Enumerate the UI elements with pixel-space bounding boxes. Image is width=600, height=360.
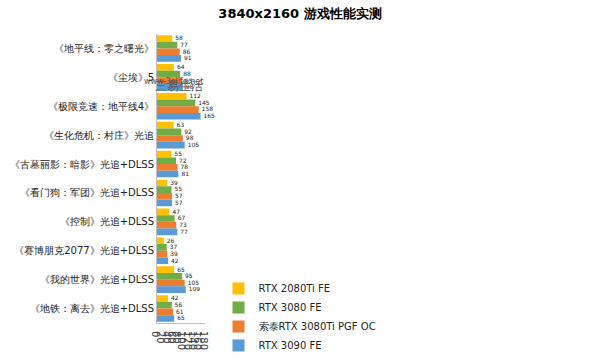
- svg-text:37: 37: [170, 244, 178, 250]
- svg-text:56: 56: [175, 302, 183, 308]
- svg-text:98: 98: [186, 84, 194, 90]
- svg-text:42: 42: [171, 295, 179, 301]
- svg-text:《赛博朋克2077》光追+DLSS: 《赛博朋克2077》光追+DLSS: [14, 245, 154, 256]
- svg-text:92: 92: [184, 129, 192, 135]
- svg-text:40: 40: [161, 331, 172, 344]
- svg-text:77: 77: [180, 42, 188, 48]
- svg-text:95: 95: [185, 78, 193, 84]
- svg-text:160: 160: [192, 331, 203, 350]
- svg-text:81: 81: [181, 171, 189, 177]
- svg-text:140: 140: [187, 331, 198, 350]
- svg-text:0: 0: [150, 331, 161, 337]
- svg-text:158: 158: [202, 106, 214, 112]
- svg-text:三易生活: 三易生活: [155, 79, 203, 93]
- svg-text:20: 20: [155, 331, 166, 344]
- svg-text:95: 95: [185, 273, 193, 279]
- svg-text:42: 42: [171, 258, 179, 264]
- svg-text:80: 80: [171, 331, 182, 344]
- svg-text:72: 72: [179, 158, 187, 164]
- svg-text:60: 60: [166, 331, 177, 344]
- svg-text:109: 109: [189, 286, 200, 292]
- svg-text:RTX 3090 FE: RTX 3090 FE: [259, 340, 322, 351]
- svg-text:120: 120: [182, 331, 193, 350]
- svg-text:39: 39: [170, 251, 178, 257]
- svg-text:65: 65: [177, 267, 185, 273]
- svg-text:61: 61: [176, 309, 184, 315]
- svg-text:39: 39: [170, 180, 178, 186]
- svg-text:112: 112: [190, 93, 201, 99]
- svg-text:《地铁：离去》光追+DLSS: 《地铁：离去》光追+DLSS: [30, 303, 154, 314]
- svg-text:《地平线：零之曙光》: 《地平线：零之曙光》: [54, 43, 154, 54]
- svg-text:www.3elife.net: www.3elife.net: [144, 77, 203, 86]
- svg-text:55: 55: [175, 186, 183, 192]
- svg-text:3840x2160 游戏性能实测: 3840x2160 游戏性能实测: [218, 6, 381, 21]
- svg-text:RTX 2080Ti FE: RTX 2080Ti FE: [259, 283, 331, 294]
- svg-text:64: 64: [177, 64, 185, 70]
- svg-text:《古墓丽影：暗影》光追+DLSS: 《古墓丽影：暗影》光追+DLSS: [10, 159, 154, 170]
- svg-text:《尘埃》5: 《尘埃》5: [108, 72, 154, 83]
- svg-text:100: 100: [176, 331, 187, 350]
- svg-text:58: 58: [175, 35, 183, 41]
- svg-text:55: 55: [175, 151, 183, 157]
- svg-text:98: 98: [186, 135, 194, 141]
- svg-text:47: 47: [172, 209, 180, 215]
- svg-text:67: 67: [178, 215, 186, 221]
- svg-text:《看门狗：军团》光追+DLSS: 《看门狗：军团》光追+DLSS: [20, 187, 154, 198]
- svg-text:73: 73: [179, 222, 187, 228]
- svg-text:145: 145: [198, 100, 210, 106]
- svg-text:77: 77: [180, 229, 188, 235]
- svg-text:105: 105: [188, 142, 199, 148]
- svg-text:65: 65: [177, 315, 185, 321]
- svg-text:180: 180: [198, 331, 209, 350]
- svg-text:91: 91: [184, 55, 192, 61]
- svg-text:86: 86: [183, 49, 191, 55]
- svg-text:165: 165: [204, 113, 215, 119]
- svg-text:《极限竞速：地平线4》: 《极限竞速：地平线4》: [48, 101, 154, 112]
- svg-text:78: 78: [181, 164, 189, 170]
- svg-text:RTX 3080 FE: RTX 3080 FE: [259, 302, 322, 313]
- svg-text:26: 26: [167, 238, 175, 244]
- svg-text:88: 88: [183, 71, 191, 77]
- svg-text:索泰RTX 3080Ti PGF OC: 索泰RTX 3080Ti PGF OC: [259, 321, 376, 332]
- svg-text:57: 57: [175, 193, 183, 199]
- svg-text:105: 105: [188, 280, 200, 286]
- svg-text:《控制》光追+DLSS: 《控制》光追+DLSS: [60, 216, 154, 227]
- svg-text:《生化危机：村庄》光追: 《生化危机：村庄》光追: [44, 130, 154, 141]
- svg-text:63: 63: [177, 122, 185, 128]
- svg-text:57: 57: [175, 200, 183, 206]
- svg-text:《我的世界》光追+DLSS: 《我的世界》光追+DLSS: [40, 274, 154, 285]
